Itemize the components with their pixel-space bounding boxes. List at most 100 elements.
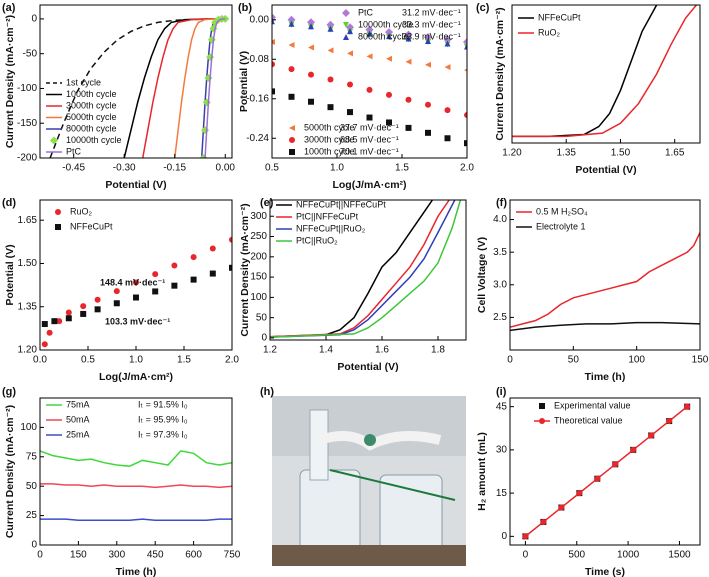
y-tick-label: 0 (261, 333, 267, 344)
cell-left (299, 469, 361, 551)
data-point (347, 81, 353, 88)
data-point (272, 61, 275, 68)
series-line (204, 18, 226, 158)
legend-swatch (289, 125, 295, 131)
y-tick-label: 75 (26, 451, 38, 462)
legend-label: PtC||NFFeCuPt (296, 211, 359, 221)
legend-label: PtC (358, 7, 374, 17)
data-point (464, 112, 467, 118)
legend-label: Theoretical value (554, 415, 623, 425)
y-tick-label: 3.5 (493, 247, 507, 258)
data-point (51, 318, 58, 325)
data-point (425, 129, 431, 136)
axes-frame (509, 397, 701, 546)
y-tick-label: 200 (250, 251, 267, 262)
x-tick-label: 0.0 (33, 355, 47, 366)
legend-note: Iₜ = 91.5% I₀ (138, 399, 188, 409)
data-point (133, 279, 139, 286)
legend-label: Electrolyte 1 (536, 221, 586, 231)
data-point (46, 329, 53, 336)
data-point (190, 276, 197, 283)
x-tick-label: 750 (224, 550, 241, 561)
y-tick-label: 45 (496, 401, 508, 412)
data-point (612, 461, 619, 468)
axes-frame (271, 4, 468, 159)
legend-label: PtC (66, 146, 82, 156)
x-tick-label: 600 (185, 550, 202, 561)
y-tick-label: 30 (496, 445, 508, 456)
x-tick-label: 450 (147, 550, 164, 561)
legend-note: 33.9 mV·dec⁻¹ (402, 31, 461, 41)
y-axis-label: Current Density (mA·cm⁻²) (494, 7, 506, 140)
y-tick-label: 1.20 (18, 345, 38, 356)
legend-swatch (55, 224, 61, 230)
data-point (327, 47, 334, 54)
series-line (173, 18, 226, 158)
legend-swatch (50, 136, 58, 145)
plot-area (522, 403, 691, 540)
legend-label: 5000th cycle (304, 122, 355, 132)
data-point (386, 33, 392, 40)
y-tick-label: 50 (256, 312, 268, 323)
data-point (190, 254, 197, 261)
legend-label: 3000th cycle (66, 100, 117, 110)
y-tick-label: 1.35 (18, 301, 38, 312)
data-point (464, 43, 467, 50)
x-tick-label: -0.45 (62, 163, 85, 174)
data-point (80, 310, 87, 317)
y-tick-label: 0 (31, 540, 37, 551)
y-tick-label: 25 (26, 510, 38, 521)
data-point (386, 91, 392, 98)
panel-label: (g) (2, 386, 16, 398)
legend-label: 10000th cycle (66, 135, 122, 145)
x-tick-label: 150 (70, 550, 87, 561)
data-point (288, 41, 295, 48)
legend-label: 10000th cycle (358, 19, 414, 29)
y-tick-label: 250 (250, 231, 267, 242)
legend-label: PtC||RuO₂ (296, 235, 338, 245)
x-tick-label: 1.5 (177, 355, 191, 366)
y-tick-label: 0.00 (250, 14, 270, 25)
panel-label: (e) (260, 197, 274, 209)
legend-label: 25mA (66, 429, 90, 439)
legend-note: 31.2 mV·dec⁻¹ (402, 7, 461, 17)
legend-label: RuO₂ (70, 206, 93, 216)
annotation: 103.3 mV·dec⁻¹ (105, 316, 170, 326)
data-point (272, 39, 275, 46)
y-tick-label: -200 (17, 153, 37, 164)
data-point (308, 23, 314, 30)
data-point (405, 96, 412, 103)
y-tick-label: 15 (496, 488, 508, 499)
x-tick-label: 1500 (668, 550, 691, 561)
axes-frame (269, 199, 467, 341)
data-point (113, 288, 120, 295)
legend-swatch (289, 137, 295, 143)
x-tick-label: 1.2 (263, 345, 277, 356)
axes-frame (509, 199, 701, 351)
legend-label: NFFeCuPt||RuO₂ (296, 223, 366, 233)
x-tick-label: 100 (628, 355, 645, 366)
data-point (425, 38, 431, 45)
data-point (594, 475, 601, 482)
x-axis-label: Potential (V) (105, 179, 166, 191)
data-point (405, 58, 412, 65)
data-point (171, 282, 178, 289)
data-point (327, 104, 334, 111)
series-line (270, 200, 434, 338)
x-axis-label: Log(J/mA·cm²) (99, 371, 173, 383)
data-point (405, 124, 412, 131)
x-tick-label: 1.5 (395, 163, 409, 174)
data-point (152, 271, 159, 278)
data-point (65, 309, 72, 316)
legend-swatch (343, 34, 349, 40)
data-point (327, 76, 334, 83)
axes-frame (39, 199, 233, 351)
x-axis-label: Potential (V) (575, 164, 636, 176)
x-tick-label: 0.5 (81, 355, 95, 366)
series-line (40, 450, 232, 467)
y-axis-label: Current Density (mA·cm⁻²) (239, 203, 251, 336)
data-point (288, 93, 295, 100)
plot-area (40, 450, 232, 522)
